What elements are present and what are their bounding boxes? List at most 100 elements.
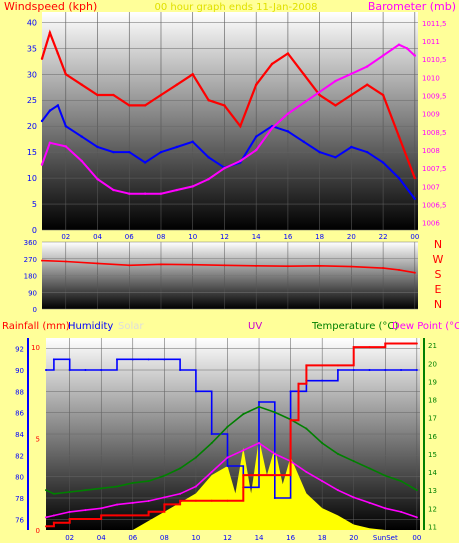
x-tick-label: 04 bbox=[97, 534, 106, 542]
data-point bbox=[45, 369, 47, 371]
data-point bbox=[226, 499, 229, 502]
temp-tick-label: 12 bbox=[428, 505, 437, 513]
data-point bbox=[226, 465, 229, 467]
temp-tick-label: 21 bbox=[428, 342, 437, 350]
data-point bbox=[147, 480, 150, 483]
temp-tick-label: 11 bbox=[428, 523, 437, 531]
data-point bbox=[270, 62, 274, 66]
data-point bbox=[415, 489, 418, 492]
data-point bbox=[159, 263, 162, 266]
x-tick-label: 06 bbox=[125, 233, 134, 241]
data-point bbox=[143, 161, 147, 164]
data-point bbox=[352, 346, 355, 349]
data-point bbox=[100, 514, 103, 517]
y-tick-label: 20 bbox=[27, 122, 37, 131]
data-point bbox=[48, 141, 52, 144]
data-point bbox=[80, 159, 83, 163]
data-point bbox=[286, 112, 290, 115]
temp-tick-label: 14 bbox=[428, 469, 437, 477]
y-tick-label: 270 bbox=[24, 256, 37, 264]
data-point bbox=[194, 485, 197, 488]
data-point bbox=[397, 176, 401, 180]
data-point bbox=[159, 150, 163, 154]
data-point bbox=[131, 514, 134, 517]
data-point bbox=[84, 518, 87, 521]
data-point bbox=[163, 496, 166, 499]
y2-tick-label: 1006 bbox=[422, 220, 440, 228]
x-tick-label: 08 bbox=[157, 233, 166, 241]
temp-tick-label: 18 bbox=[428, 397, 437, 405]
data-point bbox=[64, 73, 67, 76]
data-point bbox=[48, 109, 52, 112]
rain-tick-label: 5 bbox=[36, 436, 40, 444]
x-tick-label: 20 bbox=[349, 534, 358, 542]
data-point bbox=[381, 54, 385, 57]
data-point bbox=[207, 177, 210, 181]
data-point bbox=[350, 265, 353, 268]
rain-tick-label: 0 bbox=[36, 527, 40, 535]
data-point bbox=[163, 474, 166, 477]
x-tick-label: 14 bbox=[252, 233, 261, 241]
temp-tick-label: 16 bbox=[428, 433, 437, 441]
data-point bbox=[242, 413, 245, 416]
data-point bbox=[239, 124, 242, 128]
data-point bbox=[52, 358, 55, 361]
temperature-legend: Temperature (°C) bbox=[311, 321, 398, 332]
x-tick-label: 00 bbox=[412, 534, 421, 542]
data-point bbox=[350, 72, 353, 75]
data-point bbox=[64, 260, 67, 263]
data-point bbox=[80, 83, 83, 86]
y2-tick-label: 1008,5 bbox=[422, 129, 447, 137]
data-point bbox=[397, 135, 401, 138]
data-point bbox=[147, 500, 150, 503]
series-line-direction bbox=[41, 259, 415, 274]
data-point bbox=[48, 31, 52, 34]
data-point bbox=[366, 83, 369, 86]
data-point bbox=[242, 449, 245, 452]
data-point bbox=[302, 101, 305, 105]
data-point bbox=[400, 480, 403, 483]
data-point bbox=[352, 369, 355, 371]
data-point bbox=[159, 192, 163, 195]
data-point bbox=[84, 369, 87, 371]
data-point bbox=[179, 467, 182, 470]
data-point bbox=[289, 390, 292, 393]
data-point bbox=[413, 54, 417, 57]
x-tick-label: 00 bbox=[410, 233, 419, 241]
data-point bbox=[179, 499, 182, 502]
data-point bbox=[143, 192, 147, 195]
data-point bbox=[334, 156, 337, 159]
data-point bbox=[223, 167, 226, 170]
data-point bbox=[255, 264, 258, 267]
compass-label: N bbox=[434, 298, 442, 311]
data-point bbox=[96, 145, 99, 149]
data-point bbox=[397, 268, 400, 271]
data-point bbox=[112, 188, 115, 192]
compass-label: W bbox=[433, 253, 444, 266]
x-tick-label: 18 bbox=[318, 534, 327, 542]
temp-tick-label: 15 bbox=[428, 451, 437, 459]
y2-tick-label: 1007 bbox=[422, 183, 440, 191]
graph-end-caption: 00 hour graph ends 11-Jan-2008 bbox=[154, 2, 317, 13]
data-point bbox=[273, 452, 276, 455]
data-point bbox=[45, 525, 47, 528]
data-point bbox=[336, 489, 339, 492]
data-point bbox=[52, 514, 55, 517]
temp-tick-label: 19 bbox=[428, 378, 437, 386]
data-point bbox=[350, 145, 353, 149]
solar-legend: Solar bbox=[118, 321, 144, 332]
data-point bbox=[40, 163, 44, 166]
data-point bbox=[368, 501, 371, 504]
y-tick-label: 90 bbox=[28, 289, 37, 297]
x-tick-label: 10 bbox=[191, 534, 200, 542]
series-line-average bbox=[41, 103, 416, 200]
data-point bbox=[131, 481, 134, 484]
data-point bbox=[68, 518, 71, 521]
data-point bbox=[68, 490, 71, 493]
data-point bbox=[336, 369, 339, 371]
x-tick-label: 10 bbox=[188, 233, 197, 241]
data-point bbox=[239, 159, 242, 163]
x-tick-label: 04 bbox=[93, 233, 102, 241]
data-point bbox=[128, 104, 131, 107]
data-point bbox=[405, 47, 409, 50]
